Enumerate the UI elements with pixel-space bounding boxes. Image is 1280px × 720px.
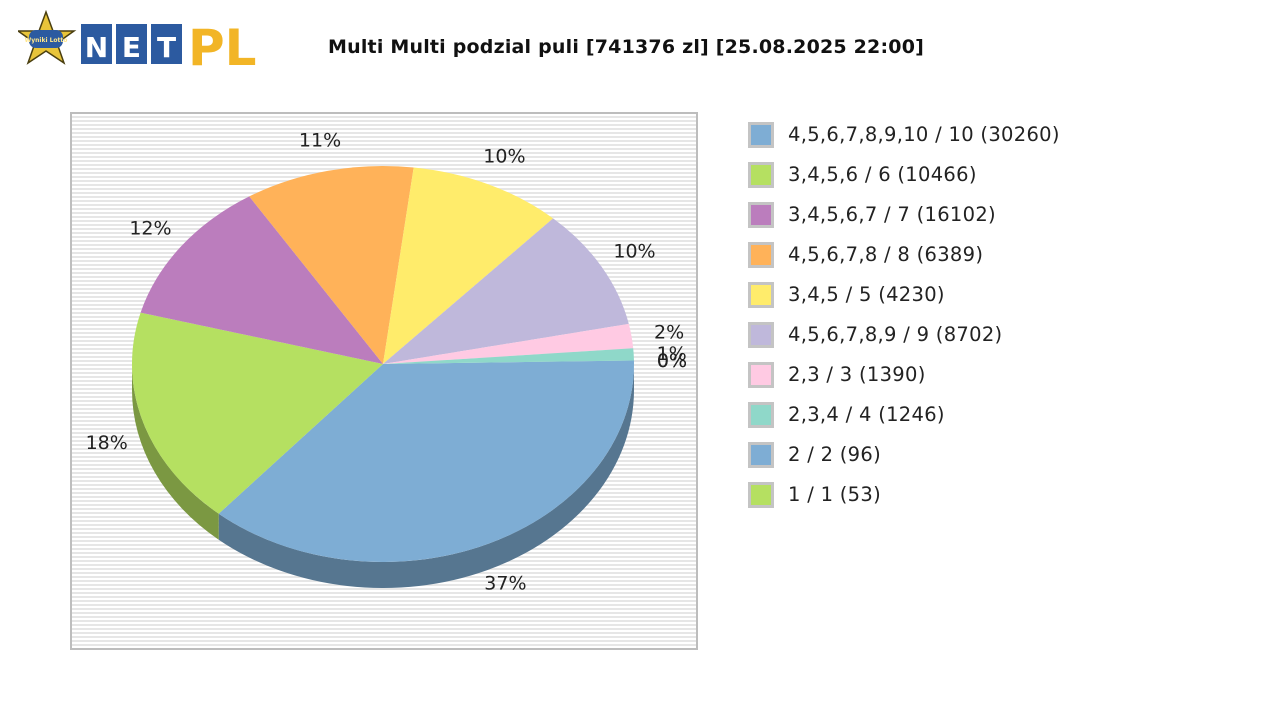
legend-swatch <box>748 122 774 148</box>
legend-item: 2 / 2 (96) <box>748 442 1060 482</box>
legend-swatch <box>748 402 774 428</box>
legend-swatch <box>748 482 774 508</box>
legend-label: 3,4,5,6,7 / 7 (16102) <box>788 203 996 226</box>
legend-label: 2 / 2 (96) <box>788 443 882 466</box>
logo-letter-t: T <box>157 31 176 64</box>
legend-label: 2,3 / 3 (1390) <box>788 363 926 386</box>
legend-swatch <box>748 242 774 268</box>
logo-letter-n: N <box>85 31 108 64</box>
legend-label: 3,4,5 / 5 (4230) <box>788 283 945 306</box>
legend-item: 4,5,6,7,8,9 / 9 (8702) <box>748 322 1060 362</box>
legend-item: 4,5,6,7,8,9,10 / 10 (30260) <box>748 122 1060 162</box>
legend-item: 3,4,5 / 5 (4230) <box>748 282 1060 322</box>
legend-label: 4,5,6,7,8,9 / 9 (8702) <box>788 323 1003 346</box>
legend-label: 1 / 1 (53) <box>788 483 882 506</box>
netpl-logo: Wyniki Lotto N E T PL <box>15 9 268 77</box>
legend-label: 4,5,6,7,8 / 8 (6389) <box>788 243 984 266</box>
legend-item: 2,3 / 3 (1390) <box>748 362 1060 402</box>
legend-swatch <box>748 362 774 388</box>
logo-word-pl: PL <box>188 19 257 72</box>
logo-badge-text: Wyniki Lotto <box>25 37 68 44</box>
legend-label: 2,3,4 / 4 (1246) <box>788 403 945 426</box>
chart-title: Multi Multi podzial puli [741376 zl] [25… <box>328 36 925 58</box>
legend: 4,5,6,7,8,9,10 / 10 (30260) 3,4,5,6 / 6 (… <box>748 122 1060 522</box>
legend-item: 2,3,4 / 4 (1246) <box>748 402 1060 442</box>
logo-graphic: Wyniki Lotto N E T PL <box>15 9 257 77</box>
legend-swatch <box>748 282 774 308</box>
legend-label: 3,4,5,6 / 6 (10466) <box>788 163 977 186</box>
legend-item: 3,4,5,6 / 6 (10466) <box>748 162 1060 202</box>
legend-swatch <box>748 162 774 188</box>
legend-item: 4,5,6,7,8 / 8 (6389) <box>748 242 1060 282</box>
plot-area <box>70 112 698 650</box>
legend-swatch <box>748 202 774 228</box>
legend-swatch <box>748 442 774 468</box>
logo-letter-e: E <box>122 31 141 64</box>
legend-label: 4,5,6,7,8,9,10 / 10 (30260) <box>788 123 1060 146</box>
legend-swatch <box>748 322 774 348</box>
legend-item: 3,4,5,6,7 / 7 (16102) <box>748 202 1060 242</box>
legend-item: 1 / 1 (53) <box>748 482 1060 522</box>
